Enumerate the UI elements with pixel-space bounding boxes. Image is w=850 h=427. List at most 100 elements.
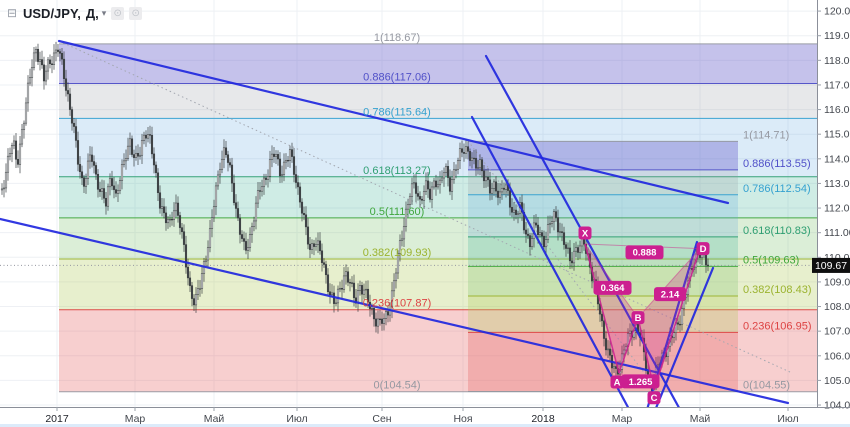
trend-line-channel-bottom[interactable] xyxy=(0,217,790,405)
fib-level-label[interactable]: 0.618(113.27) xyxy=(363,165,431,177)
time-axis[interactable]: 2017 Мар Май Июл Сен Ноя 2018 Мар Май Июл xyxy=(0,407,850,427)
candle-body xyxy=(58,51,62,54)
candle-body xyxy=(496,190,500,198)
price-axis[interactable]: 120.00 119.00 118.00 117.00 116.00 115.00 114.… xyxy=(812,0,850,427)
candle-body xyxy=(456,160,460,170)
pattern-point-badge-B[interactable] xyxy=(631,311,645,325)
candle-body xyxy=(68,93,72,110)
price-tick-label: 104.00 xyxy=(824,400,850,412)
candle-body xyxy=(306,226,310,245)
candle-body xyxy=(64,78,68,91)
candle-body xyxy=(258,190,262,192)
candle-body xyxy=(94,165,98,175)
fib-level-label[interactable]: 1(118.67) xyxy=(374,32,420,44)
fib-2017[interactable] xyxy=(59,43,817,393)
plot-area[interactable]: 0.888 0.364 2.14 1.265 X A B C D 1(118.67) 0.886(1… xyxy=(0,0,817,415)
candle-body xyxy=(438,179,442,186)
candle-body xyxy=(206,247,210,261)
candle-body xyxy=(314,244,318,247)
candle-body xyxy=(308,243,312,250)
candle-body xyxy=(176,202,180,216)
candle-body xyxy=(366,288,370,303)
legend-settings-icon[interactable]: ⊙ xyxy=(129,7,143,20)
pattern-ratio-badge[interactable] xyxy=(593,280,632,295)
candle-body xyxy=(418,196,422,200)
candle-body xyxy=(72,122,76,127)
candle-body xyxy=(302,212,306,216)
chevron-down-icon[interactable]: ▾ xyxy=(101,8,107,18)
fib-level-label[interactable]: 0.382(109.93) xyxy=(363,247,432,259)
candle-body xyxy=(676,322,680,325)
fib-level-label[interactable]: 0(104.54) xyxy=(373,380,420,392)
candle-body xyxy=(466,146,470,152)
candle-body xyxy=(428,188,432,200)
candle-body xyxy=(344,271,348,277)
fib-2018[interactable] xyxy=(468,140,738,392)
candle-body xyxy=(150,134,154,155)
dotted-trend-line[interactable] xyxy=(58,40,791,373)
fib-band xyxy=(468,141,738,170)
trend-line-channel-top[interactable] xyxy=(57,39,730,205)
candle-body xyxy=(28,77,32,84)
candle-body xyxy=(486,176,490,181)
candle-body xyxy=(116,190,120,194)
pattern-fill xyxy=(585,244,638,374)
candle-body xyxy=(110,178,114,187)
price-axis-bg[interactable] xyxy=(817,0,850,427)
pattern-point-badge-D[interactable] xyxy=(696,242,710,256)
candle-body xyxy=(558,231,562,233)
candle-body xyxy=(446,166,450,178)
candle-body xyxy=(472,157,476,160)
candle-body xyxy=(706,264,710,267)
candle-body xyxy=(576,247,580,253)
pattern-ratio-badge[interactable] xyxy=(625,245,664,260)
candle-body xyxy=(158,192,162,209)
candle-body xyxy=(298,186,302,203)
fib-level-label[interactable]: 0.886(113.55) xyxy=(743,158,811,170)
candle-body xyxy=(400,238,404,241)
interval-label[interactable]: Д, xyxy=(85,6,99,21)
candle-body xyxy=(130,138,134,155)
fib-level-label[interactable]: 0(104.55) xyxy=(743,379,790,391)
symbol-name[interactable]: USD/JPY, xyxy=(23,6,81,21)
pattern-point-badge-X[interactable] xyxy=(578,226,592,240)
candle-body xyxy=(672,332,676,338)
collapse-legend-icon[interactable]: ⊟ xyxy=(6,5,18,20)
fib-level-label[interactable]: 0.886(117.06) xyxy=(363,71,431,83)
fib-level-label[interactable]: 0.236(106.95) xyxy=(743,320,812,332)
candle-body xyxy=(212,206,216,219)
symbol-legend[interactable]: ⊟ USD/JPY, Д, ▾ ⊙ ⊙ xyxy=(6,5,143,21)
candle-body xyxy=(194,294,198,306)
candle-body xyxy=(422,191,426,201)
fib-level-label[interactable]: 0.618(110.83) xyxy=(743,225,811,237)
candle-body xyxy=(322,262,326,265)
candle-body xyxy=(530,238,534,248)
candle-body xyxy=(84,178,88,187)
pattern-ratio-badge[interactable] xyxy=(654,287,686,302)
candle-body xyxy=(512,209,516,213)
fib-level-label[interactable]: 0.5(111.60) xyxy=(370,206,425,218)
pattern-point-badge-C[interactable] xyxy=(647,391,661,405)
candle-body xyxy=(230,164,234,184)
visibility-toggle-icon[interactable]: ⊙ xyxy=(111,7,125,20)
candle-body xyxy=(76,140,80,165)
xabcd-pattern[interactable]: 0.888 0.364 2.14 1.265 X A B C D xyxy=(578,226,710,405)
fib-level-label[interactable]: 0.5(109.63) xyxy=(743,254,799,266)
trend-line-wedge-left[interactable] xyxy=(470,115,630,411)
fib-level-label[interactable]: 1(114.71) xyxy=(743,129,789,141)
fib-level-label[interactable]: 0.236(107.87) xyxy=(363,298,432,310)
trend-line-rise-right[interactable] xyxy=(654,266,715,413)
candle-body xyxy=(224,147,228,155)
candle-body xyxy=(398,240,402,254)
candle-body xyxy=(464,146,468,154)
candle-body xyxy=(136,152,140,157)
candle-body xyxy=(572,250,576,264)
pattern-ratio-badge[interactable] xyxy=(621,374,660,389)
fib-level-label[interactable]: 0.786(112.54) xyxy=(743,183,811,195)
fib-level-label[interactable]: 0.786(115.64) xyxy=(363,106,431,118)
candle-body xyxy=(10,145,14,154)
candle-body xyxy=(376,318,380,327)
fib-level-label[interactable]: 0.382(108.43) xyxy=(743,284,812,296)
pattern-point-badge-A[interactable] xyxy=(610,375,624,389)
